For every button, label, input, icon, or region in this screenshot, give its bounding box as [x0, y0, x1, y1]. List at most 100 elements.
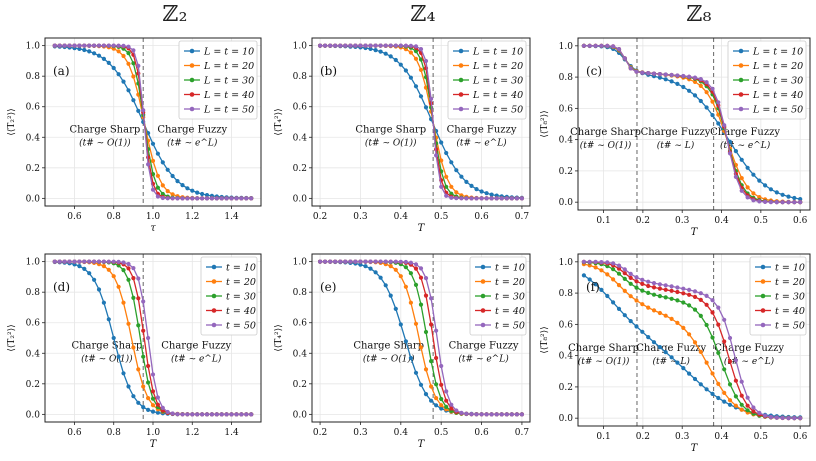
- legend-swatch-marker: [738, 63, 744, 68]
- data-point: [504, 412, 509, 417]
- data-point: [333, 43, 338, 48]
- x-tick-label: 0.2: [313, 212, 327, 222]
- data-point: [704, 105, 709, 110]
- x-tick-label: 0.6: [474, 428, 489, 438]
- data-point: [657, 75, 663, 80]
- data-point: [165, 189, 170, 194]
- data-point: [204, 196, 210, 201]
- data-point: [413, 321, 419, 326]
- y-tick-label: 0.0: [26, 410, 41, 420]
- data-point: [190, 412, 195, 417]
- data-point: [126, 88, 131, 93]
- data-point: [634, 275, 639, 280]
- y-tick-label: 0.2: [26, 164, 40, 174]
- axes-frame: [577, 37, 811, 211]
- data-point: [786, 194, 791, 199]
- data-point: [692, 294, 698, 299]
- data-point: [229, 196, 234, 201]
- legend-swatch-marker: [480, 293, 486, 299]
- data-point: [160, 405, 165, 410]
- data-point: [484, 412, 489, 417]
- data-point: [657, 345, 663, 350]
- data-point: [504, 196, 509, 201]
- data-point: [489, 192, 494, 197]
- data-point: [611, 44, 616, 49]
- region-scaling: (t# ∼ e^L): [720, 140, 771, 151]
- data-point: [423, 276, 429, 281]
- axes-frame: [577, 253, 811, 427]
- data-point: [786, 200, 791, 205]
- data-point: [116, 49, 121, 54]
- data-point: [106, 259, 111, 264]
- data-point: [733, 378, 739, 383]
- data-point: [449, 406, 454, 411]
- data-point: [165, 196, 170, 201]
- data-point: [727, 335, 733, 341]
- data-point: [439, 363, 444, 369]
- data-point: [170, 173, 175, 179]
- data-point: [170, 192, 175, 197]
- data-point: [663, 72, 668, 77]
- region-label: Charge Fuzzy: [449, 341, 519, 352]
- data-point: [646, 335, 651, 340]
- data-point: [605, 272, 610, 277]
- data-point: [739, 176, 744, 181]
- data-point: [716, 322, 721, 327]
- legend-swatch-marker: [189, 106, 195, 112]
- data-point: [722, 367, 727, 372]
- data-point: [146, 162, 151, 167]
- data-point: [651, 71, 657, 76]
- data-point: [383, 259, 388, 264]
- data-point: [358, 262, 363, 267]
- data-point: [745, 195, 750, 200]
- data-point: [408, 50, 413, 55]
- data-point: [439, 396, 444, 402]
- data-point: [403, 284, 408, 289]
- data-point: [126, 44, 131, 49]
- data-point: [121, 260, 126, 265]
- y-tick-label: 0.0: [559, 414, 574, 424]
- data-point: [160, 183, 165, 188]
- data-point: [388, 43, 393, 48]
- data-point: [155, 194, 160, 199]
- region-scaling: (t# ∼ O(1)): [79, 138, 131, 149]
- data-point: [353, 259, 358, 264]
- data-point: [622, 267, 627, 272]
- data-point: [92, 51, 97, 56]
- data-point: [429, 96, 434, 101]
- data-point: [687, 371, 692, 376]
- y-axis-label: ⟨⟨T₂²⟩⟩: [7, 108, 17, 135]
- data-point: [150, 372, 156, 377]
- region-label: Charge Fuzzy: [447, 125, 517, 136]
- x-tick-label: 0.5: [754, 216, 769, 226]
- data-point: [131, 61, 136, 66]
- data-point: [739, 393, 744, 398]
- data-point: [136, 276, 141, 281]
- data-point: [150, 403, 156, 408]
- data-point: [763, 413, 768, 418]
- data-point: [786, 416, 791, 421]
- data-point: [388, 259, 393, 264]
- data-point: [698, 98, 703, 104]
- y-tick-label: 0.4: [26, 133, 41, 143]
- data-point: [751, 172, 756, 177]
- data-point: [398, 43, 403, 48]
- data-point: [611, 277, 616, 282]
- data-point: [727, 359, 733, 364]
- x-tick-label: 0.7: [515, 428, 530, 438]
- data-point: [423, 367, 429, 372]
- data-point: [698, 382, 703, 387]
- data-point: [494, 412, 499, 417]
- data-point: [121, 79, 126, 84]
- y-tick-label: 0.8: [26, 72, 41, 82]
- data-point: [363, 43, 368, 48]
- data-point: [757, 410, 762, 415]
- data-point: [96, 53, 102, 58]
- data-point: [418, 345, 424, 350]
- data-point: [757, 178, 762, 183]
- x-tick-label: 0.3: [353, 428, 368, 438]
- data-point: [136, 108, 141, 113]
- data-point: [126, 384, 131, 389]
- data-point: [739, 407, 744, 412]
- data-point: [111, 259, 116, 264]
